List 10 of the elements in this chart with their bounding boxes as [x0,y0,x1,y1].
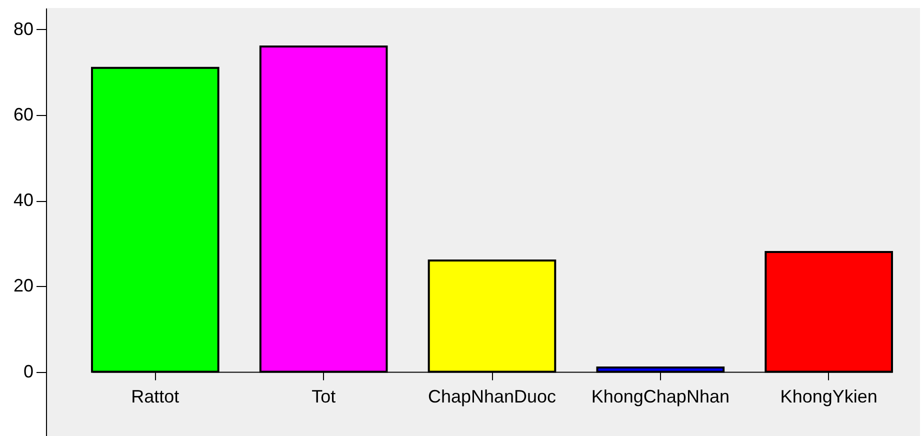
y-tick-label: 40 [13,190,34,210]
y-tick-label: 20 [13,276,34,296]
x-tick-label: KhongYkien [780,386,878,406]
y-tick-label: 60 [13,104,34,124]
x-tick-label: KhongChapNhan [591,386,730,406]
x-tick-label: Tot [312,386,336,406]
y-tick-label: 80 [13,18,34,39]
x-tick-label: ChapNhanDuoc [428,386,556,406]
y-tick-label: 0 [23,361,34,382]
x-tick-label: Rattot [131,386,180,406]
